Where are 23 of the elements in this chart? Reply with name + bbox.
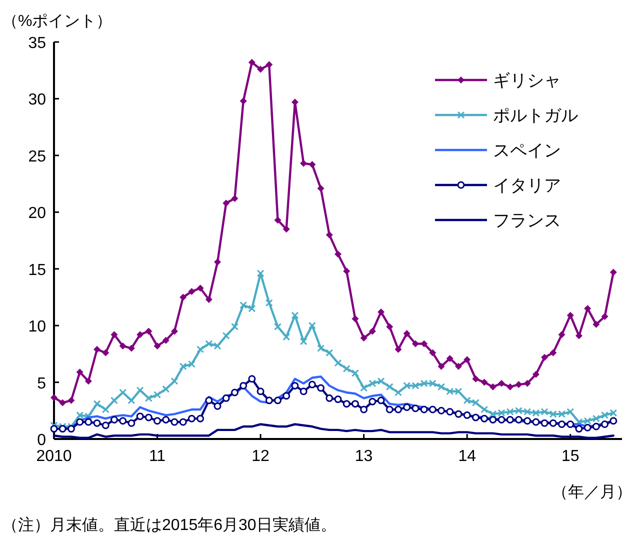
y-axis-title: （%ポイント）	[2, 13, 112, 30]
text: （注）月末値。直近は2015年6月30日実績値。	[2, 516, 336, 534]
y-tick-label: 25	[28, 148, 46, 166]
legend-label: スペイン	[493, 141, 561, 160]
y-tick-label: 15	[28, 262, 46, 279]
x-tick-label: 11	[148, 448, 166, 465]
y-tick-label: 5	[37, 375, 46, 392]
y-tick-label: 0	[37, 432, 46, 449]
x-tick-label: 2010	[36, 448, 72, 465]
legend-label: イタリア	[493, 176, 561, 195]
x-tick-label: 12	[252, 448, 270, 465]
y-tick-label: 35	[28, 35, 46, 52]
legend-label: ポルトガル	[493, 106, 578, 125]
y-tick-label: 10	[28, 318, 46, 336]
x-tick-label: 14	[458, 448, 476, 465]
x-axis-title: （年／月）	[552, 484, 632, 501]
y-tick-label: 30	[28, 92, 46, 109]
legend-label: フランス	[493, 211, 561, 230]
y-tick-label: 20	[28, 205, 46, 222]
line-series	[52, 423, 614, 439]
x-tick-label: 15	[561, 448, 580, 465]
legend-label: ギリシャ	[493, 71, 561, 90]
x-tick-label: 13	[354, 448, 373, 465]
